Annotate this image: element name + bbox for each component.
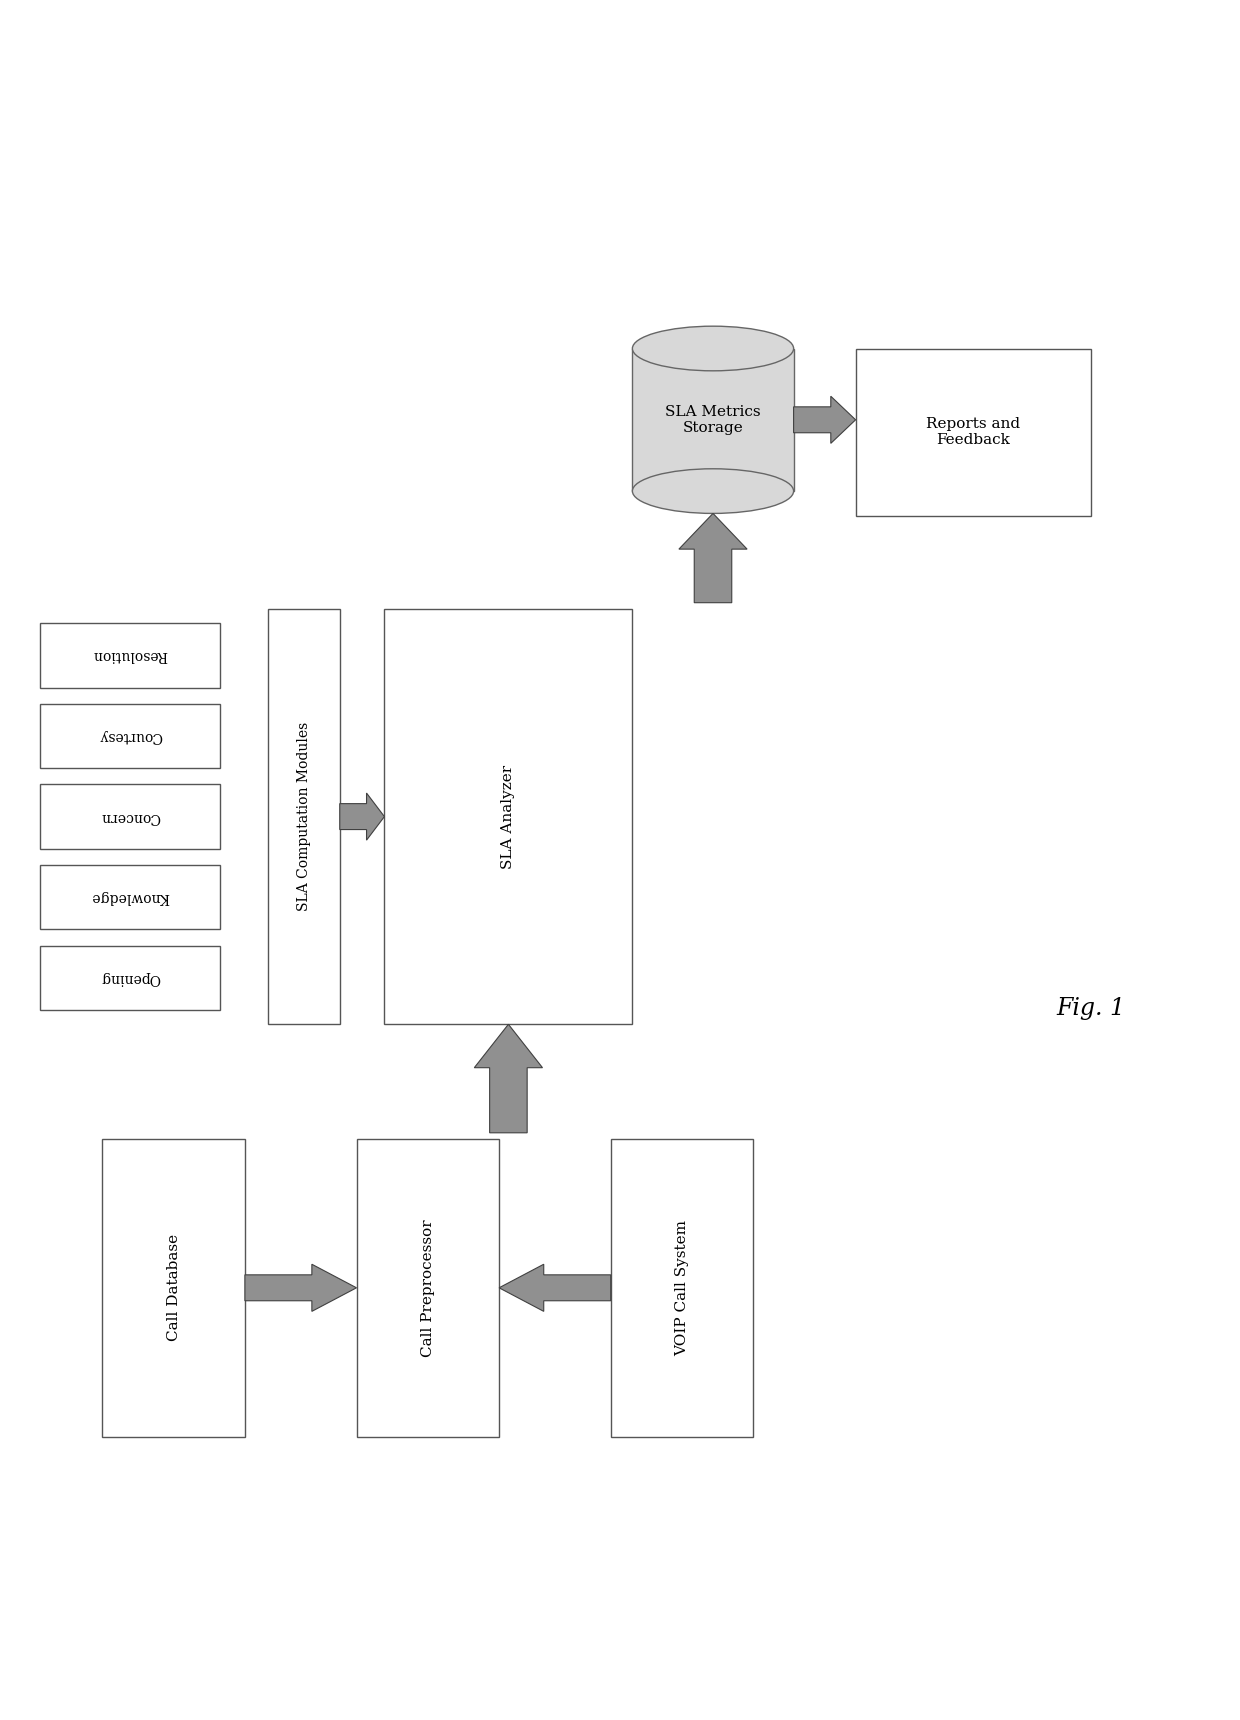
Text: Call Database: Call Database	[166, 1235, 181, 1342]
Polygon shape	[680, 514, 746, 602]
Text: Concern: Concern	[100, 810, 160, 824]
Text: SLA Analyzer: SLA Analyzer	[501, 764, 516, 869]
Text: Opening: Opening	[100, 970, 160, 986]
Polygon shape	[498, 1264, 611, 1311]
FancyBboxPatch shape	[611, 1139, 754, 1436]
Text: Call Preprocessor: Call Preprocessor	[420, 1219, 435, 1357]
Text: SLA Computation Modules: SLA Computation Modules	[296, 722, 311, 912]
FancyBboxPatch shape	[40, 703, 221, 769]
Polygon shape	[340, 793, 384, 839]
FancyBboxPatch shape	[856, 349, 1091, 516]
FancyBboxPatch shape	[357, 1139, 498, 1436]
FancyBboxPatch shape	[103, 1139, 246, 1436]
Text: Courtesy: Courtesy	[98, 729, 162, 743]
Ellipse shape	[632, 327, 794, 372]
Ellipse shape	[632, 470, 794, 513]
Text: SLA Metrics
Storage: SLA Metrics Storage	[665, 404, 761, 435]
Text: Fig. 1: Fig. 1	[1056, 998, 1126, 1020]
FancyBboxPatch shape	[40, 946, 221, 1010]
Text: VOIP Call System: VOIP Call System	[675, 1219, 689, 1355]
FancyBboxPatch shape	[40, 784, 221, 850]
Text: Reports and
Feedback: Reports and Feedback	[926, 418, 1021, 447]
FancyBboxPatch shape	[384, 609, 632, 1025]
Polygon shape	[474, 1025, 543, 1133]
Text: Resolution: Resolution	[93, 648, 167, 662]
FancyBboxPatch shape	[268, 609, 340, 1025]
Text: Knowledge: Knowledge	[91, 891, 170, 905]
FancyBboxPatch shape	[632, 349, 794, 492]
FancyBboxPatch shape	[40, 865, 221, 929]
Polygon shape	[246, 1264, 357, 1311]
Polygon shape	[794, 396, 856, 444]
FancyBboxPatch shape	[40, 623, 221, 688]
